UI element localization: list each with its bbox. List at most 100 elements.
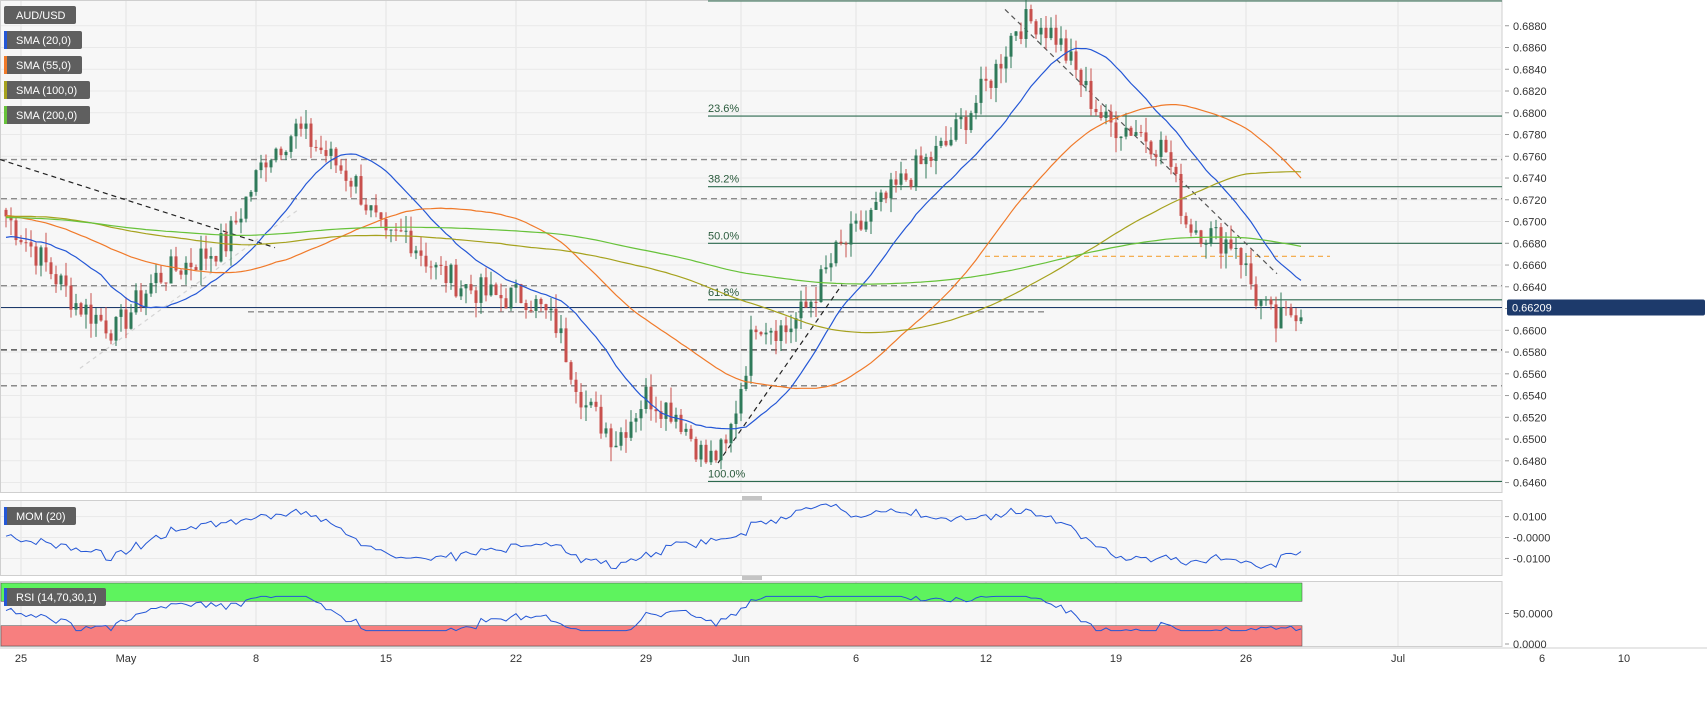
x-tick-label: 6 [853,653,859,665]
candle-body [719,439,723,461]
candle-body [604,428,608,434]
candle-body [1059,38,1063,45]
candle-body [869,209,873,222]
candle-body [1229,239,1233,249]
indicator-tag-swatch [4,81,7,99]
candle-body [419,250,423,256]
candle-body [1274,304,1278,329]
candle-body [219,233,223,262]
candle-body [294,123,298,137]
candle-body [1049,27,1053,39]
candle-body [449,264,453,284]
candle-body [754,329,758,333]
y-tick-label: 0.0100 [1513,512,1547,524]
candle-body [1234,248,1238,250]
candle-body [679,414,683,432]
x-tick-label: 15 [380,653,392,665]
candle-body [769,330,773,333]
candle-body [1259,300,1263,306]
candle-body [1014,31,1018,36]
y-tick-label: 0.6760 [1513,151,1547,163]
y-tick-label: -0.0000 [1513,533,1550,545]
x-tick-label: 10 [1618,653,1630,665]
candle-body [644,386,648,410]
candle-body [74,303,78,310]
fibonacci-level-label: 38.2% [708,174,739,186]
candle-body [129,312,133,329]
candle-body [299,123,303,129]
y-tick-label: 0.6600 [1513,325,1547,337]
candle-body [89,304,93,324]
candle-body [874,201,878,210]
candle-body [884,192,888,199]
x-tick-label: 26 [1240,653,1252,665]
candle-body [614,445,618,448]
candle-body [589,401,593,406]
candle-body [1004,56,1008,69]
candle-body [434,264,438,268]
y-tick-label: 0.6840 [1513,64,1547,76]
candle-body [1169,152,1173,167]
candle-body [384,219,388,231]
y-tick-label: 0.6580 [1513,347,1547,359]
y-tick-label: 0.6740 [1513,173,1547,185]
candle-body [454,264,458,297]
candle-body [284,151,288,156]
candle-body [1029,9,1033,22]
indicator-tag-box [4,31,82,49]
candle-body [1024,9,1028,39]
candle-body [1079,69,1083,86]
candle-body [84,304,88,315]
candle-body [324,150,328,156]
candle-body [64,275,68,286]
candle-body [984,78,988,81]
indicator-tag-swatch [4,106,7,124]
candle-body [1204,243,1208,245]
candle-body [649,386,653,410]
candle-body [1264,299,1268,301]
candle-body [44,247,48,263]
y-tick-label: 0.0000 [1513,639,1547,651]
candle-body [9,216,13,221]
x-tick-label: Jul [1391,653,1405,665]
candle-body [879,192,883,202]
candle-body [429,266,433,268]
candle-body [914,155,918,187]
candle-body [749,329,753,376]
candle-body [289,136,293,152]
candle-body [529,309,533,311]
candle-body [524,303,528,310]
y-tick-label: 0.6660 [1513,260,1547,272]
candle-body [779,325,783,341]
x-tick-label: 19 [1110,653,1122,665]
candle-body [1214,227,1218,229]
candle-body [494,284,498,295]
candle-body [704,444,708,463]
candle-body [224,233,228,252]
candle-body [909,179,913,187]
candle-body [634,418,638,422]
y-tick-label: 0.6680 [1513,238,1547,250]
candle-body [399,230,403,232]
candle-body [699,444,703,460]
candle-body [1114,122,1118,139]
candle-body [1124,127,1128,137]
candle-body [859,220,863,230]
candle-body [349,180,353,187]
x-tick-label: 12 [980,653,992,665]
candle-body [1179,173,1183,216]
candle-body [1289,307,1293,316]
candle-body [479,277,483,303]
candle-body [34,246,38,266]
rsi-tag-swatch [4,588,7,606]
candle-body [1129,127,1133,136]
y-tick-label: 0.6640 [1513,282,1547,294]
candle-body [109,333,113,341]
candle-body [39,247,43,266]
candle-body [599,406,603,434]
candle-body [1134,132,1138,136]
candle-body [104,320,108,334]
candle-body [504,298,508,309]
candle-body [99,314,103,321]
